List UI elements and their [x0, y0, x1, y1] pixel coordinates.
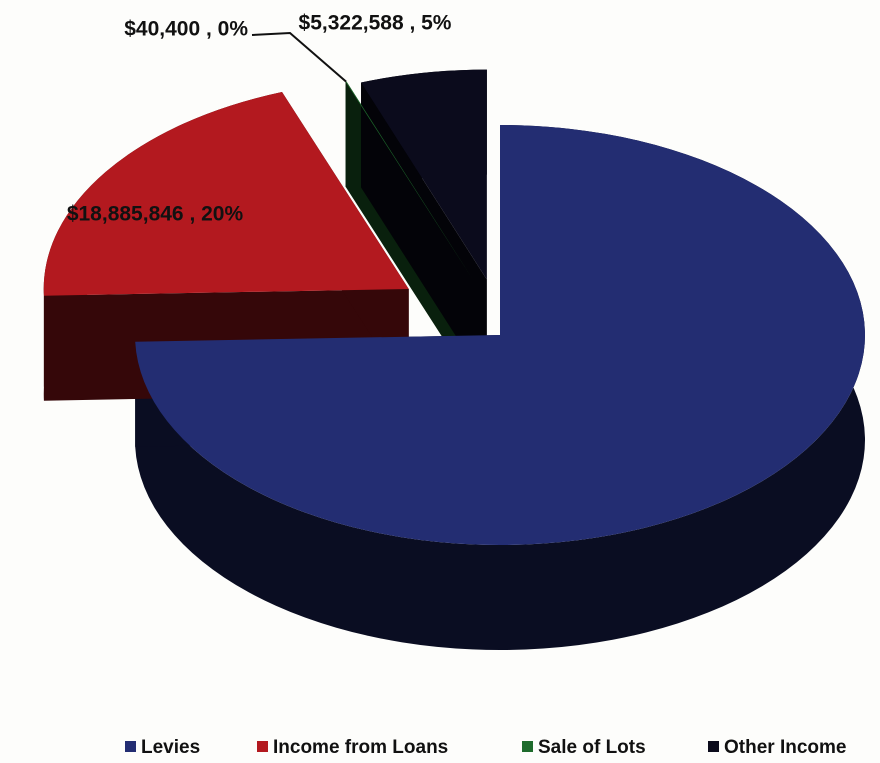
data-label: $18,885,846 , 20% [67, 203, 244, 226]
legend-swatch [522, 741, 533, 752]
slice-side [361, 82, 487, 385]
legend-label: Sale of Lots [538, 737, 646, 758]
legend-label: Levies [141, 737, 200, 758]
slice [345, 81, 473, 279]
legend-swatch [708, 741, 719, 752]
data-label: $5,322,588 , 5% [299, 12, 452, 35]
data-label: $40,400 , 0% [124, 18, 248, 41]
legend-swatch [125, 741, 136, 752]
legend-label: Income from Loans [273, 737, 448, 758]
slice [361, 69, 487, 280]
slice [43, 92, 409, 296]
legend-swatch [257, 741, 268, 752]
leader-line [251, 31, 347, 83]
slice [135, 125, 866, 546]
legend-label: Other Income [724, 737, 846, 758]
